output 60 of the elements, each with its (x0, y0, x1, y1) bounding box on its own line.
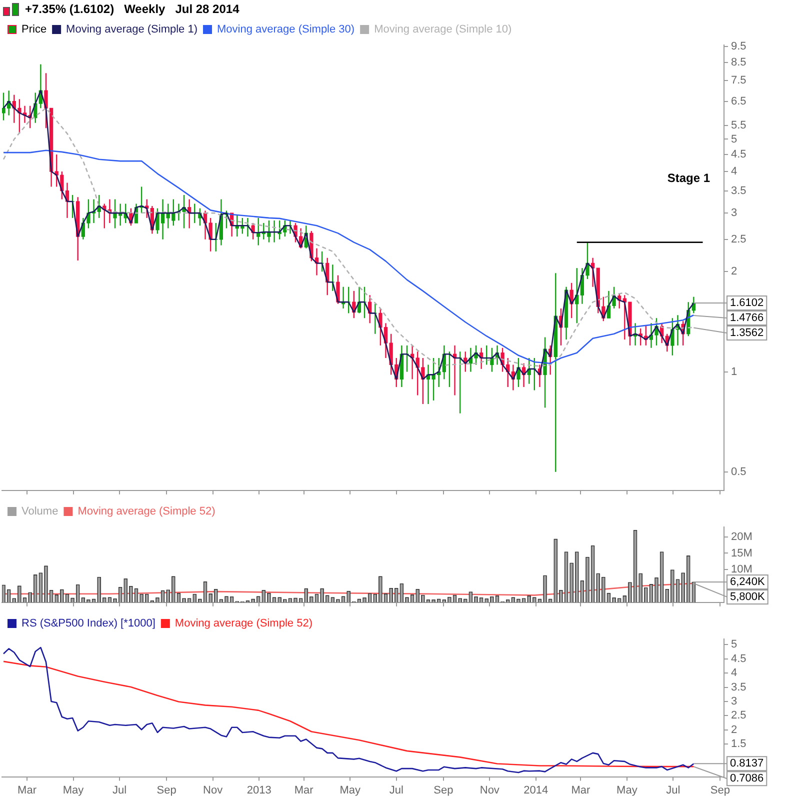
x-tick-label: Mar (294, 784, 314, 796)
y-tick-label: 3.5 (731, 681, 746, 694)
legend-label: RS (S&P500 Index) [*1000] (22, 618, 156, 630)
x-tick-label: Jul (666, 784, 680, 796)
y-tick-label: 10M (731, 564, 752, 576)
y-tick-label: 5.5 (731, 120, 746, 132)
x-tick-label: Sep (710, 784, 730, 796)
y-tick-label: 3 (731, 696, 738, 708)
chart-title: +7.35% (1.6102) Weekly Jul 28 2014 (25, 2, 240, 16)
y-tick-label: 5 (731, 133, 738, 146)
y-tick-label: 9.5 (731, 40, 746, 53)
annotation: 1.6102 (730, 296, 764, 309)
y-tick-label: 1 (731, 366, 738, 378)
annotation: 0.8137 (730, 758, 764, 770)
y-tick-label: 2 (731, 266, 738, 278)
y-tick-label: 1.5 (731, 738, 746, 750)
legend-label: Moving average (Simple 30) (217, 24, 355, 36)
y-tick-label: 7.5 (731, 74, 746, 87)
x-tick-label: Sep (156, 784, 176, 796)
y-tick-label: 2 (731, 724, 738, 736)
x-tick-label: Jul (389, 784, 404, 796)
legend-label: Moving average (Simple 52) (78, 506, 216, 518)
y-tick-label: 4 (731, 166, 738, 178)
legend-label: Moving average (Simple 10) (374, 24, 512, 36)
y-tick-label: 0.5 (731, 466, 746, 478)
legend-label: Moving average (Simple 1) (66, 24, 198, 36)
x-tick-label: May (616, 784, 638, 796)
x-tick-label: Mar (18, 784, 37, 796)
annotation: Stage 1 (667, 170, 710, 185)
legend-label: Volume (22, 506, 58, 518)
y-tick-label: 4.5 (731, 652, 746, 665)
y-tick-label: 4.5 (731, 148, 746, 161)
candlestick (336, 274, 340, 304)
y-tick-label: 8.5 (731, 56, 746, 69)
x-tick-label: 2013 (246, 784, 272, 796)
y-tick-label: 20M (731, 530, 752, 543)
y-tick-label: 3 (731, 207, 738, 220)
annotation: 6,240K (730, 576, 766, 588)
annotation: 1.4766 (730, 312, 764, 324)
candlestick (490, 347, 494, 372)
legend-label: Price (22, 24, 47, 36)
y-tick-label: 5 (731, 638, 738, 651)
x-tick-label: Nov (480, 784, 500, 796)
x-tick-label: Sep (434, 784, 454, 796)
y-tick-label: 4 (731, 667, 738, 680)
annotation: 1.3562 (730, 326, 764, 339)
x-tick-label: Jul (112, 784, 127, 796)
y-tick-label: 2.5 (731, 233, 746, 246)
y-tick-label: 2.5 (731, 710, 746, 722)
annotation: 0.7086 (730, 772, 764, 785)
legend-label: Moving average (Simple 52) (174, 618, 312, 630)
x-tick-label: Nov (203, 784, 224, 796)
y-tick-label: 3.5 (731, 184, 746, 197)
x-tick-label: 2014 (524, 784, 548, 796)
annotation: 5,800K (730, 590, 766, 603)
y-tick-label: 6.5 (731, 95, 746, 108)
x-tick-label: May (340, 784, 361, 796)
x-tick-label: Mar (571, 784, 590, 796)
x-tick-label: May (62, 784, 84, 796)
y-tick-label: 15M (731, 547, 752, 560)
